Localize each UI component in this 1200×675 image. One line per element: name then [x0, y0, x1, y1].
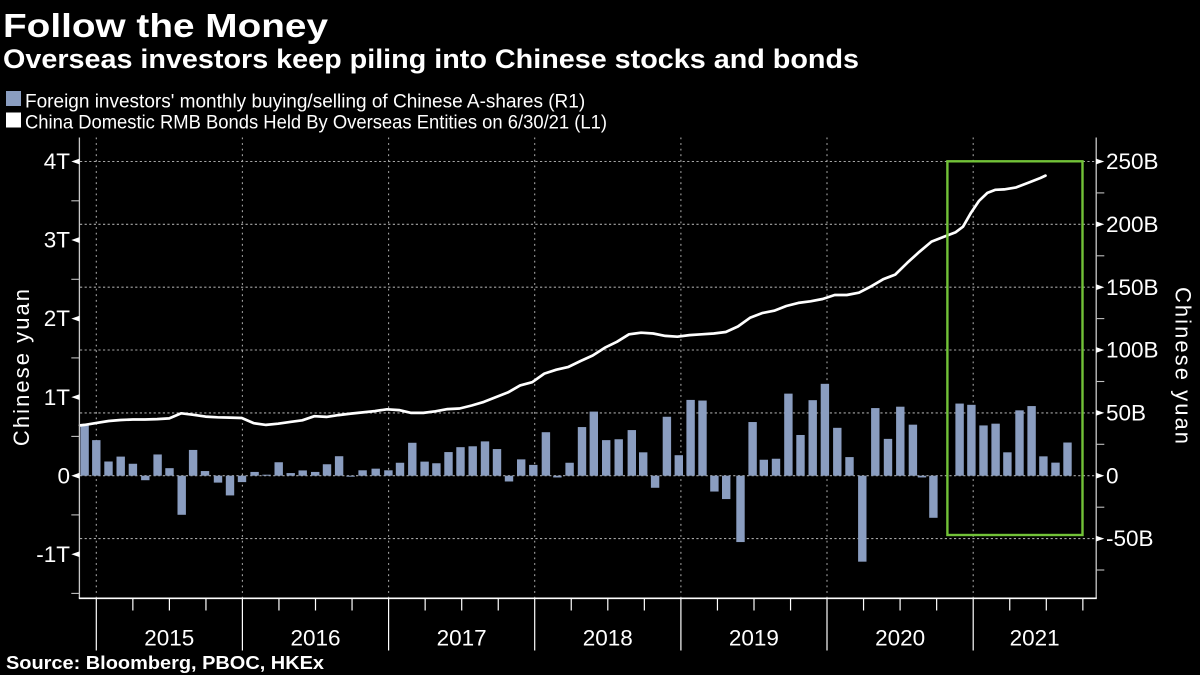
- svg-text:200B: 200B: [1106, 212, 1159, 237]
- svg-text:2017: 2017: [437, 626, 487, 651]
- svg-text:100B: 100B: [1106, 338, 1159, 363]
- svg-text:2016: 2016: [290, 626, 340, 651]
- svg-text:1T: 1T: [44, 385, 71, 410]
- svg-text:2020: 2020: [875, 626, 925, 651]
- svg-text:2021: 2021: [1010, 626, 1060, 651]
- svg-text:Source: Bloomberg, PBOC, HKEx: Source: Bloomberg, PBOC, HKEx: [6, 653, 324, 673]
- svg-text:Chinese yuan: Chinese yuan: [1171, 287, 1196, 446]
- svg-text:2T: 2T: [44, 306, 71, 331]
- svg-text:250B: 250B: [1106, 149, 1159, 174]
- svg-text:-1T: -1T: [36, 542, 70, 567]
- svg-text:2018: 2018: [583, 626, 633, 651]
- svg-text:2015: 2015: [144, 626, 194, 651]
- svg-text:China Domestic RMB Bonds Held: China Domestic RMB Bonds Held By Oversea…: [25, 113, 607, 134]
- svg-text:150B: 150B: [1106, 275, 1159, 300]
- svg-text:50B: 50B: [1106, 401, 1146, 426]
- svg-text:4T: 4T: [44, 149, 71, 174]
- svg-text:3T: 3T: [44, 228, 71, 253]
- svg-text:2019: 2019: [729, 626, 779, 651]
- svg-text:Follow the Money: Follow the Money: [3, 7, 329, 44]
- svg-text:0: 0: [57, 463, 70, 488]
- svg-text:Overseas investors keep piling: Overseas investors keep piling into Chin…: [3, 44, 859, 74]
- svg-text:Foreign investors' monthly buy: Foreign investors' monthly buying/sellin…: [25, 92, 585, 113]
- svg-text:-50B: -50B: [1106, 526, 1154, 551]
- svg-text:0: 0: [1106, 463, 1119, 488]
- svg-text:Chinese yuan: Chinese yuan: [9, 287, 34, 446]
